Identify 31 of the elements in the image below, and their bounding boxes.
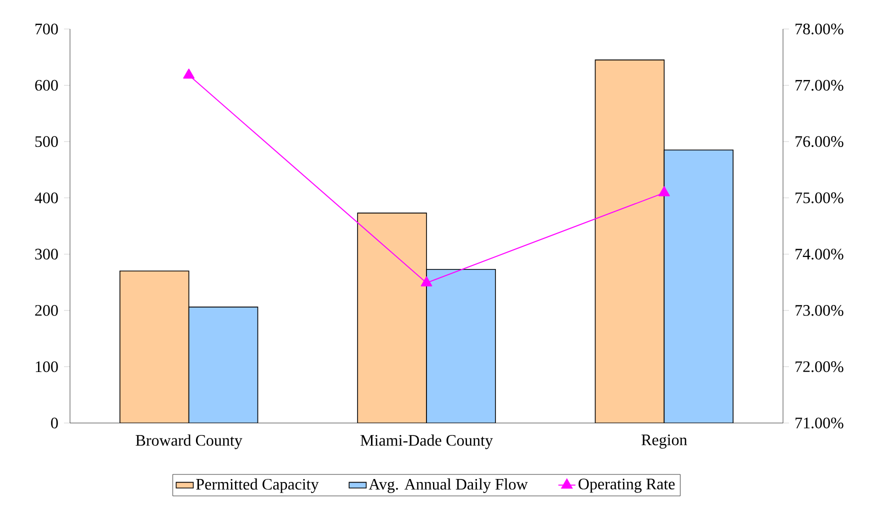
y-tick-label: 700 (36, 24, 58, 34)
y2-tick-label: 72.00% (796, 361, 844, 372)
bar (357, 212, 427, 424)
y-tick-label: 400 (34, 192, 58, 204)
legend-label: Permitted Capacity (196, 478, 319, 493)
y2-tick-label: 75.00% (796, 192, 844, 204)
y2-tick-label: 76.00% (796, 136, 844, 147)
y2-tick-label: 73.00% (796, 305, 844, 316)
y-tick-label: 200 (35, 305, 58, 316)
bar (664, 150, 734, 424)
y-tick-label: 300 (35, 248, 58, 260)
y-tick-label: 600 (35, 80, 58, 91)
y-tick-label: 500 (35, 136, 58, 147)
bar (188, 306, 258, 424)
x-tick-label: Region (642, 434, 688, 449)
bar (120, 270, 190, 424)
y2-tick-label: 77.00% (796, 80, 844, 91)
x-tick-label: Broward County (136, 434, 242, 450)
legend-label: Operating Rate (578, 478, 675, 493)
legend-label: Avg. Annual Daily Flow (368, 478, 528, 493)
point (420, 276, 432, 286)
x-tick-label: Miami-Dade County (360, 434, 493, 450)
bar (594, 60, 665, 424)
y2-tick-label: 78.00% (796, 24, 844, 34)
y-tick-label: 0 (51, 418, 58, 428)
point (658, 186, 670, 196)
y2-tick-label: 74.00% (796, 248, 844, 260)
y-tick-label: 100 (36, 361, 58, 372)
point (183, 68, 195, 79)
bar (426, 268, 496, 424)
y2-tick-label: 71.00% (796, 418, 844, 428)
